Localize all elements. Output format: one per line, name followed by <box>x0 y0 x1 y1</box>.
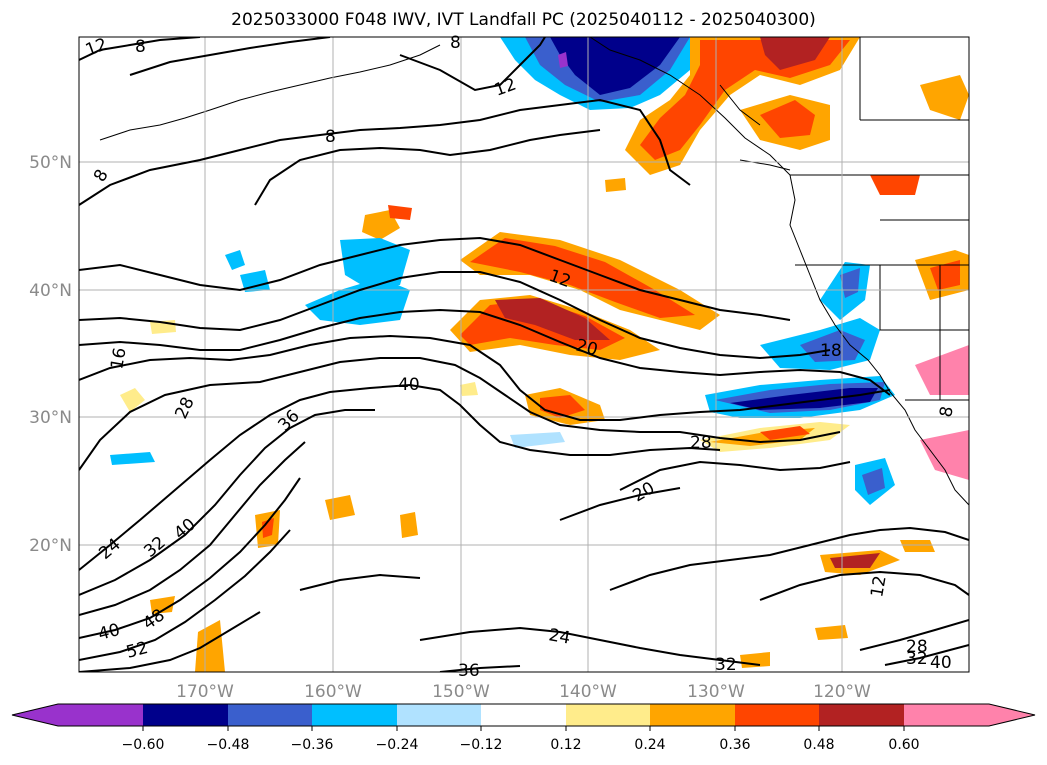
contour-label: 32 <box>906 649 928 669</box>
lon-tick-label: 140°W <box>559 682 617 702</box>
lon-tick-label: 170°W <box>176 682 234 702</box>
colorbar-tick-label: −0.24 <box>376 737 419 753</box>
colorbar-tick-label: 0.60 <box>888 737 919 753</box>
contour-label: 40 <box>398 375 420 395</box>
lat-tick-label: 50°N <box>29 153 72 173</box>
contour-label: 40 <box>930 653 952 673</box>
colorbar-outline <box>11 703 1036 727</box>
colorbar-tick-label: 0.36 <box>719 737 750 753</box>
contour-label: 36 <box>458 661 480 681</box>
contour-label: 8 <box>325 127 336 147</box>
colorbar-tick-label: −0.12 <box>460 737 503 753</box>
colorbar-tick-label: 0.24 <box>634 737 665 753</box>
lat-tick-label: 20°N <box>29 536 72 556</box>
contour-label: 16 <box>107 346 130 371</box>
colorbar-swatch <box>228 704 312 726</box>
colorbar-swatch <box>312 704 397 726</box>
lon-tick-label: 160°W <box>304 682 362 702</box>
colorbar-swatch <box>650 704 735 726</box>
contour-label: 24 <box>547 625 572 648</box>
contour-label: 8 <box>936 405 958 419</box>
contour-label: 28 <box>906 637 928 657</box>
iwv-contours <box>79 37 969 672</box>
colorbar-tick-label: 0.12 <box>550 737 581 753</box>
colorbar-swatch <box>58 704 143 726</box>
lon-tick-labels: 170°W 160°W 150°W 140°W 130°W 120°W <box>176 682 871 702</box>
lat-tick-label: 30°N <box>29 408 72 428</box>
contour-label: 8 <box>450 33 461 53</box>
colorbar-tick-label: −0.60 <box>122 737 165 753</box>
colorbar: −0.60 −0.48 −0.36 −0.24 −0.12 0.12 0.24 … <box>11 703 1036 753</box>
colorbar-swatch <box>904 704 989 726</box>
lon-tick-label: 120°W <box>813 682 871 702</box>
lat-tick-label: 40°N <box>29 281 72 301</box>
contour-label: 8 <box>135 37 146 57</box>
lon-tick-label: 130°W <box>687 682 745 702</box>
colorbar-swatch <box>397 704 481 726</box>
lat-tick-labels: 50°N 40°N 30°N 20°N <box>29 153 72 556</box>
colorbar-swatch <box>735 704 819 726</box>
contour-label: 28 <box>690 433 712 453</box>
colorbar-extend-high <box>989 704 1035 726</box>
colorbar-swatch <box>143 704 228 726</box>
lon-tick-label: 150°W <box>432 682 490 702</box>
colorbar-extend-low <box>12 704 58 726</box>
colorbar-tick-label: 0.48 <box>803 737 834 753</box>
colorbar-swatch <box>481 704 566 726</box>
gridlines <box>79 37 969 672</box>
shaded-anomalies <box>110 37 969 672</box>
contour-label: 18 <box>820 341 842 361</box>
colorbar-swatch <box>819 704 904 726</box>
map-title: 2025033000 F048 IWV, IVT Landfall PC (20… <box>231 10 816 30</box>
coastlines <box>99 37 969 506</box>
colorbar-tick-label: −0.48 <box>207 737 250 753</box>
colorbar-tick-label: −0.36 <box>291 737 334 753</box>
contour-label: 12 <box>867 574 890 599</box>
map-frame <box>78 36 970 673</box>
contour-label: 32 <box>715 655 737 675</box>
colorbar-swatch <box>566 704 650 726</box>
